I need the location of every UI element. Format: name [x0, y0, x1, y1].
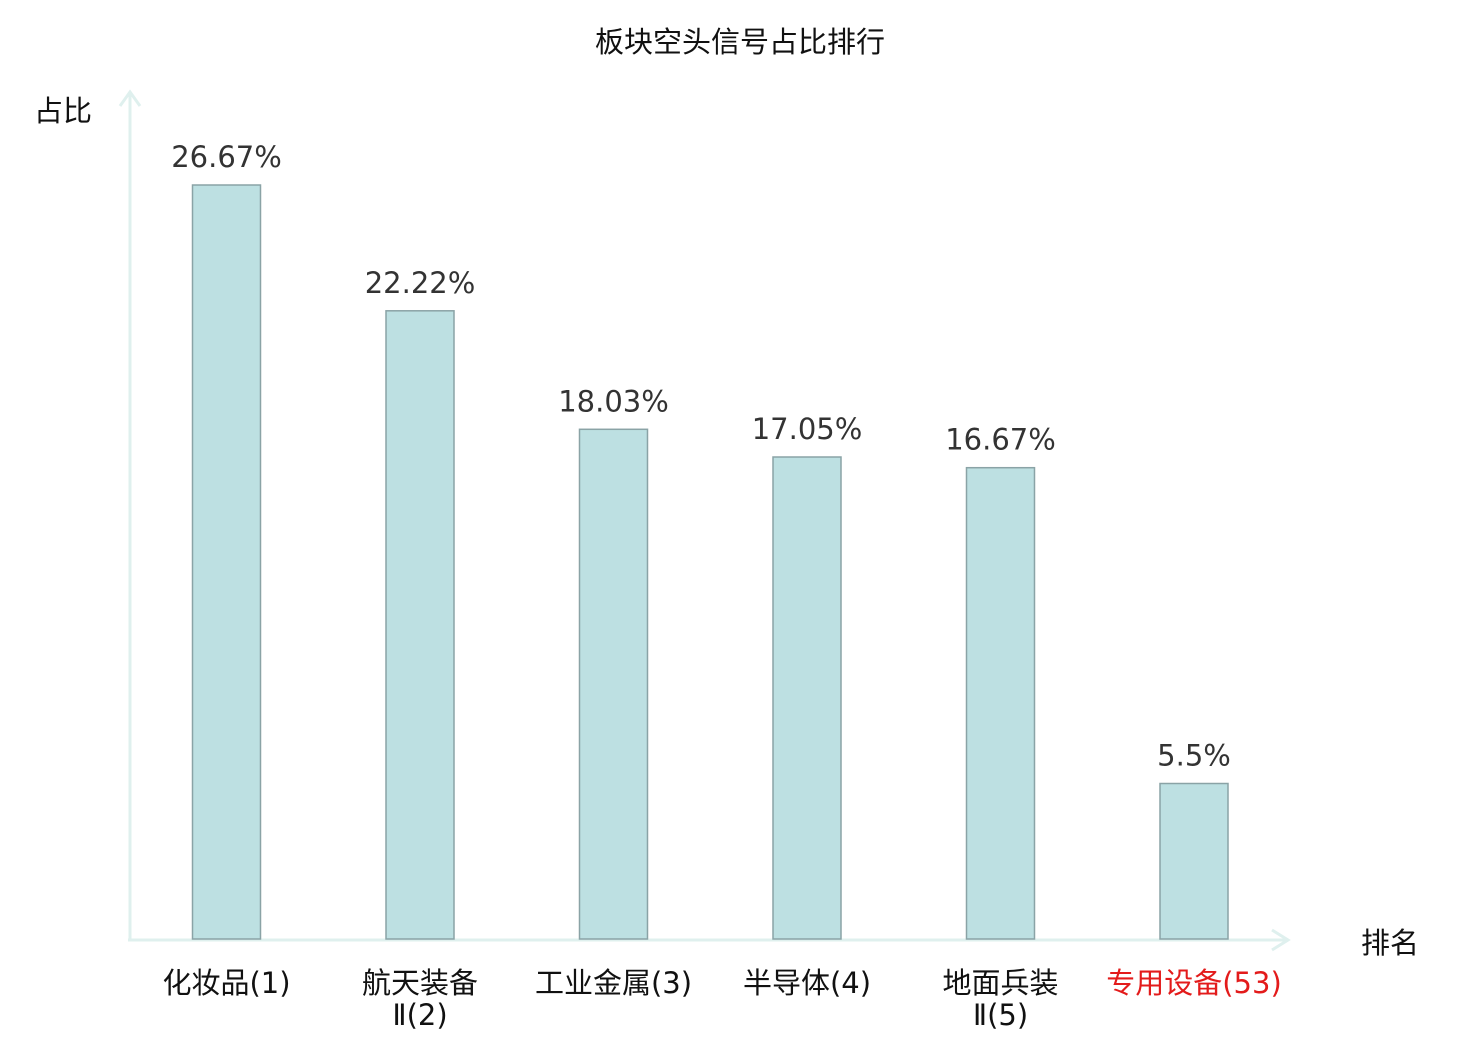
y-axis-arrow-icon: [118, 89, 142, 107]
bar-value-label: 26.67%: [171, 140, 282, 174]
x-tick-label-line: Ⅱ(5): [973, 998, 1028, 1032]
x-tick-label: 地面兵装 Ⅱ(5): [942, 966, 1058, 1032]
bar: [191, 184, 262, 940]
bars-layer: [191, 184, 1229, 940]
y-axis-label: 占比: [34, 94, 92, 128]
x-tick-label-line: 工业金属(3): [535, 966, 692, 1000]
x-tick-label: 化妆品(1): [162, 966, 290, 1000]
x-tick-label-line: Ⅱ(2): [392, 998, 447, 1032]
x-axis-label: 排名: [1361, 926, 1419, 960]
bar: [772, 456, 842, 940]
category-labels-layer: 化妆品(1) 航天装备 Ⅱ(2) 工业金属(3) 半导体(4) 地面兵装 Ⅱ(5) 专用设备(…: [162, 966, 1281, 1032]
bar-value-label: 17.05%: [752, 412, 863, 446]
x-tick-label-line: 专用设备(53): [1106, 966, 1282, 1000]
chart-title: 板块空头信号占比排行: [595, 25, 885, 59]
x-tick-label: 半导体(4): [743, 966, 871, 1000]
bar: [578, 428, 649, 940]
bar-value-label: 16.67%: [945, 423, 1056, 457]
x-tick-label-line: 半导体(4): [743, 966, 871, 1000]
bar: [965, 466, 1036, 940]
bar-value-label: 22.22%: [365, 266, 476, 300]
y-axis: [118, 89, 142, 940]
value-labels-layer: 26.67% 22.22% 18.03% 17.05% 16.67% 5.5%: [171, 140, 1231, 773]
bar-value-label: 18.03%: [558, 384, 669, 418]
bar: [1159, 782, 1229, 940]
x-tick-label: 航天装备 Ⅱ(2): [362, 966, 478, 1032]
x-axis-arrow-icon: [1271, 928, 1291, 952]
bar: [385, 310, 455, 940]
x-tick-label-line: 化妆品(1): [162, 966, 290, 1000]
x-axis: [128, 928, 1291, 952]
bar-value-label: 5.5%: [1157, 739, 1231, 773]
x-tick-label: 工业金属(3): [535, 966, 692, 1000]
x-tick-label: 专用设备(53): [1106, 966, 1282, 1000]
x-tick-label-line: 航天装备: [362, 966, 478, 1000]
x-tick-label-line: 地面兵装: [942, 966, 1058, 1000]
